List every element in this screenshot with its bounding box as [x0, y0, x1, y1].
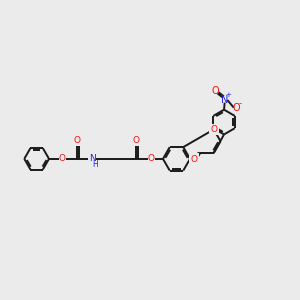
Text: N: N: [221, 95, 228, 105]
Text: O: O: [74, 136, 80, 145]
Text: O: O: [212, 86, 219, 96]
Text: O: O: [148, 154, 155, 163]
Text: O: O: [59, 154, 66, 163]
Text: H: H: [92, 160, 98, 169]
Text: O: O: [190, 155, 197, 164]
Text: O: O: [233, 103, 241, 112]
Text: O: O: [210, 125, 217, 134]
Text: -: -: [239, 99, 242, 108]
Text: O: O: [133, 136, 140, 145]
Text: +: +: [225, 92, 231, 98]
Text: N: N: [89, 154, 96, 163]
